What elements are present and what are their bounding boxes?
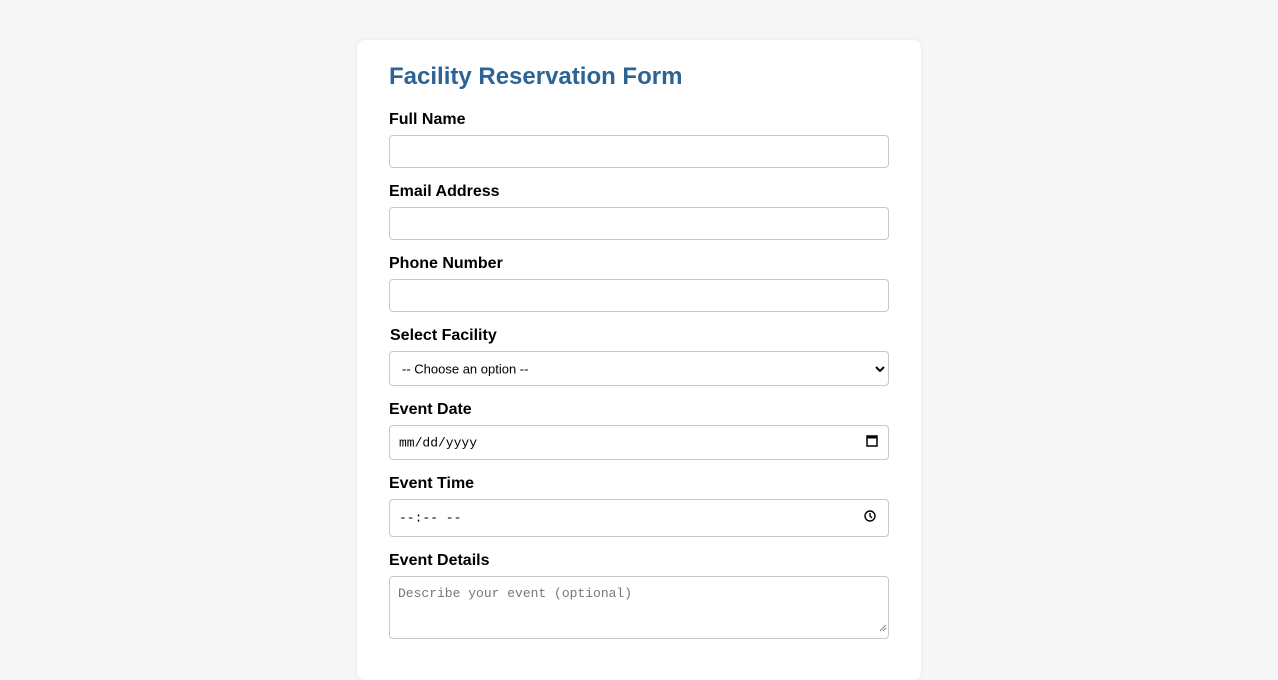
full-name-input[interactable] (389, 135, 889, 168)
event-date-input[interactable]: mm/dd/yyyy (389, 425, 889, 460)
page-title: Facility Reservation Form (389, 63, 683, 90)
full-name-label: Full Name (389, 111, 466, 128)
chevron-down-icon (875, 360, 885, 378)
phone-input[interactable] (389, 279, 889, 312)
facility-select[interactable]: -- Choose an option -- (389, 351, 889, 386)
details-placeholder: Describe your event (optional) (398, 586, 633, 601)
resize-handle-icon[interactable] (879, 619, 887, 637)
clock-icon[interactable] (864, 509, 876, 527)
phone-label: Phone Number (389, 255, 503, 272)
date-label: Event Date (389, 401, 472, 418)
event-details-textarea[interactable]: Describe your event (optional) (389, 576, 889, 639)
event-time-input[interactable]: --:-- -- (389, 499, 889, 537)
details-label: Event Details (389, 552, 490, 569)
time-placeholder: --:-- -- (399, 510, 462, 526)
facility-selected-value: -- Choose an option -- (402, 361, 529, 376)
date-placeholder: mm/dd/yyyy (399, 435, 478, 450)
facility-label: Select Facility (390, 327, 497, 344)
calendar-icon[interactable] (866, 434, 878, 452)
time-label: Event Time (389, 475, 475, 492)
email-label: Email Address (389, 183, 500, 200)
email-input[interactable] (389, 207, 889, 240)
